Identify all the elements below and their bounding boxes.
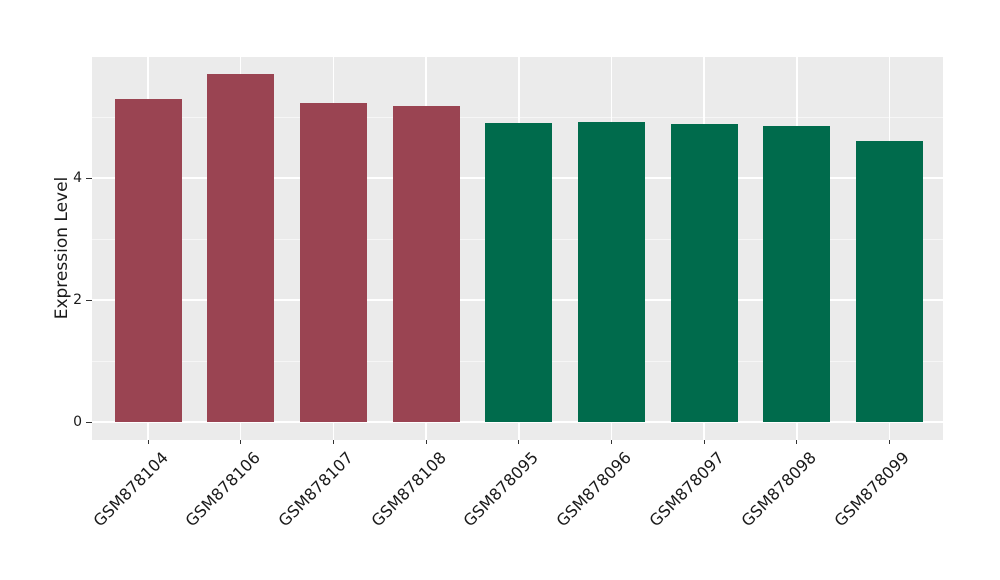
x-tick-label: GSM878095 [459, 448, 543, 531]
bar-GSM878098 [763, 125, 831, 422]
bar-GSM878095 [485, 122, 553, 422]
y-tick-mark [86, 421, 92, 423]
y-tick-mark [86, 177, 92, 179]
x-tick-label: GSM878104 [89, 448, 172, 531]
bar-GSM878096 [578, 121, 645, 422]
bar-GSM878107 [299, 102, 367, 422]
x-axis: GSM878104 GSM878106 GSM878107 GSM878108 GSM8… [89, 440, 943, 580]
x-tick-label: GSM878106 [181, 448, 265, 531]
bar-GSM878108 [392, 106, 460, 422]
bar-GSM878097 [670, 123, 738, 422]
x-tick-label: GSM878096 [552, 448, 635, 531]
x-tick-mark [796, 440, 798, 444]
x-tick-mark [332, 440, 334, 444]
bar-GSM878099 [856, 140, 924, 422]
x-tick-mark [703, 440, 705, 444]
x-tick-label: GSM878097 [645, 448, 728, 531]
x-tick-mark [518, 440, 520, 444]
bar-GSM878106 [207, 74, 275, 422]
y-tick-label: 4 [73, 170, 82, 186]
x-tick-mark [240, 440, 242, 444]
bar-GSM878104 [114, 98, 182, 422]
y-tick-label: 2 [73, 292, 82, 308]
x-tick-label: GSM878107 [274, 448, 357, 531]
y-tick-label: 0 [73, 414, 82, 430]
minor-gridline [92, 116, 943, 118]
y-tick-mark [86, 299, 92, 301]
major-gridline [92, 421, 943, 423]
x-tick-mark [889, 440, 891, 444]
x-tick-label: GSM878108 [367, 448, 450, 531]
plot-panel [92, 57, 943, 440]
x-tick-label: GSM878098 [738, 448, 821, 531]
x-tick-mark [611, 440, 612, 444]
x-tick-mark [147, 440, 149, 444]
x-tick-mark [425, 440, 427, 444]
x-tick-label: GSM878099 [830, 448, 914, 531]
